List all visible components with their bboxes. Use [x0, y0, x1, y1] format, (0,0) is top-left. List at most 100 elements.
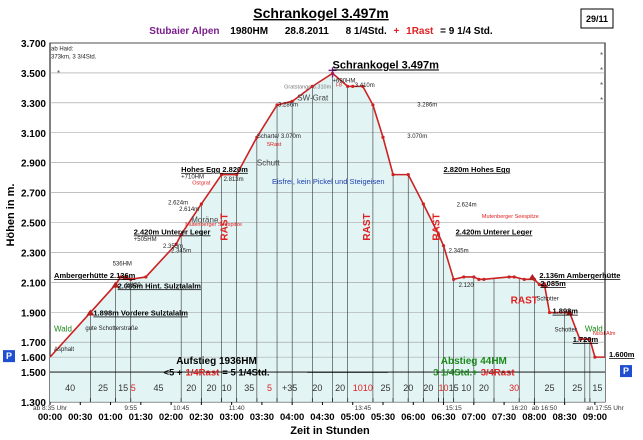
segment-duration-label: 10: [363, 383, 373, 393]
place-label: 2.420m Unterer Leger: [134, 227, 211, 236]
star-decoration: *: [600, 51, 603, 60]
x-tick-label: 00:30: [68, 412, 92, 423]
subtitle-region: Stubaier Alpen: [149, 26, 219, 37]
descent-formula: 3 1/4Std.+ 3/4Rast: [433, 367, 515, 378]
segment-duration-label: 5: [131, 383, 136, 393]
ascent-formula-part: <5 +: [163, 367, 182, 378]
profile-point: [512, 275, 516, 279]
profile-point: [507, 275, 511, 279]
profile-point: [346, 84, 350, 88]
y-tick-label: 2.500: [21, 219, 46, 230]
x-tick-label: 07:00: [462, 412, 486, 423]
place-label: 1.898m Vordere Sulztalalm: [93, 309, 188, 318]
x-tick-label: 03:30: [250, 412, 274, 423]
star-decoration: *: [600, 96, 603, 105]
place-label: 3.286m: [417, 102, 437, 108]
profile-point: [275, 103, 279, 107]
chart-title: Schrankogel 3.497m: [253, 5, 388, 21]
place-label: Schutt: [257, 159, 280, 168]
segment-duration-label: 25: [98, 383, 108, 393]
segment-duration-label: 10: [353, 383, 363, 393]
profile-point: [391, 173, 395, 177]
place-label: 2.614m: [179, 207, 199, 213]
y-tick-label: 1.300: [21, 398, 46, 409]
profile-point: [381, 135, 385, 139]
segment-duration-label: 25: [544, 383, 554, 393]
x-tick-label: 02:30: [189, 412, 213, 423]
y-tick-label: 1.500: [21, 368, 46, 379]
x-tick-label: 08:00: [522, 412, 546, 423]
profile-point: [255, 135, 259, 139]
x-tick-label: 01:30: [129, 412, 153, 423]
place-label: Gratstange 3.310m: [284, 84, 332, 90]
y-tick-label: 3.100: [21, 129, 46, 140]
x-tick-label: 04:00: [280, 412, 304, 423]
place-label: Nissl Alm: [593, 331, 616, 337]
segment-duration-label: 10: [439, 383, 449, 393]
segment-duration-label: 25: [572, 383, 582, 393]
place-label: Wald: [54, 324, 72, 333]
hut-marker: [540, 281, 549, 288]
place-label: SW-Grat: [297, 93, 329, 102]
place-label: Moräne: [191, 216, 219, 225]
clock-label: ab 8:35 Uhr: [33, 405, 68, 412]
place-label: 3.286m: [278, 102, 298, 108]
profile-point: [219, 173, 224, 177]
place-label: Schotter: [536, 296, 558, 302]
place-label: 1.898m: [553, 307, 579, 316]
subtitle-date: 28.8.2011: [285, 26, 329, 37]
x-tick-label: 00:00: [38, 412, 62, 423]
profile-point: [421, 202, 425, 206]
segment-duration-label: 15: [118, 383, 128, 393]
place-label: ab Haid:: [51, 46, 74, 52]
place-label: 2.085m Hint. Sulztalalm: [118, 281, 202, 290]
place-label: 2.120: [126, 283, 142, 289]
page-number-box: [580, 8, 614, 29]
parking-sign: [620, 365, 632, 378]
y-tick-label: 3.300: [21, 99, 46, 110]
segment-duration-label: 15: [592, 383, 602, 393]
y-tick-label: 3.700: [21, 39, 46, 50]
ascent-formula-part: 1/4Rast: [185, 367, 220, 378]
place-label: +710HM: [181, 174, 204, 180]
x-tick-label: 07:30: [492, 412, 516, 423]
descent-title: Abstieg 44HM: [441, 356, 507, 367]
place-label: 2.813m: [224, 177, 244, 183]
subtitle-plus: +: [394, 26, 400, 37]
hut-marker: [86, 309, 95, 316]
segment-duration-label: 10: [461, 383, 471, 393]
place-label: 5Rast: [267, 142, 282, 148]
profile-point: [144, 275, 148, 279]
hut-marker: [528, 273, 537, 280]
ascent-formula: <5 +1/4Rast = 5 1/4Std.: [163, 367, 269, 378]
star-decoration: *: [600, 66, 603, 75]
page-number: 29/11: [586, 14, 608, 24]
parking-sign: [3, 350, 15, 363]
subtitle-rest: 1Rast: [406, 26, 434, 37]
y-axis-title: Höhen in m.: [5, 184, 17, 247]
place-label: gute Schotterstraße: [85, 326, 138, 332]
clock-label: 13:45: [355, 405, 372, 412]
y-tick-label: 2.700: [21, 189, 46, 200]
place-label: 1.600m: [609, 350, 635, 359]
clock-label: 9:55: [124, 405, 137, 412]
x-tick-label: 09:00: [583, 412, 607, 423]
place-label: Hohes Egg 2.820m: [181, 165, 248, 174]
segment-duration-label: 20: [312, 383, 322, 393]
profile-point: [290, 99, 294, 103]
profile-point: [406, 173, 410, 177]
hut-marker: [111, 281, 120, 288]
place-label: 1.720m: [573, 335, 599, 344]
chart-subtitle: Stubaier Alpen 1980HM 28.8.2011 8 1/4Std…: [149, 26, 493, 37]
profile-fill: [50, 73, 605, 402]
place-label: 2.120: [459, 283, 475, 289]
place-label: 373km, 3 3/4Std.: [51, 55, 97, 61]
segment-duration-label: 30: [509, 383, 519, 393]
profile-point: [537, 282, 542, 287]
x-tick-label: 06:00: [401, 412, 425, 423]
place-label: 536HM: [113, 261, 132, 267]
place-label: Eisfrei, kein Pickel und Steigeisen: [272, 177, 385, 186]
ascent-formula-part: = 5 1/4Std.: [222, 367, 269, 378]
segment-duration-label: 15: [449, 383, 459, 393]
